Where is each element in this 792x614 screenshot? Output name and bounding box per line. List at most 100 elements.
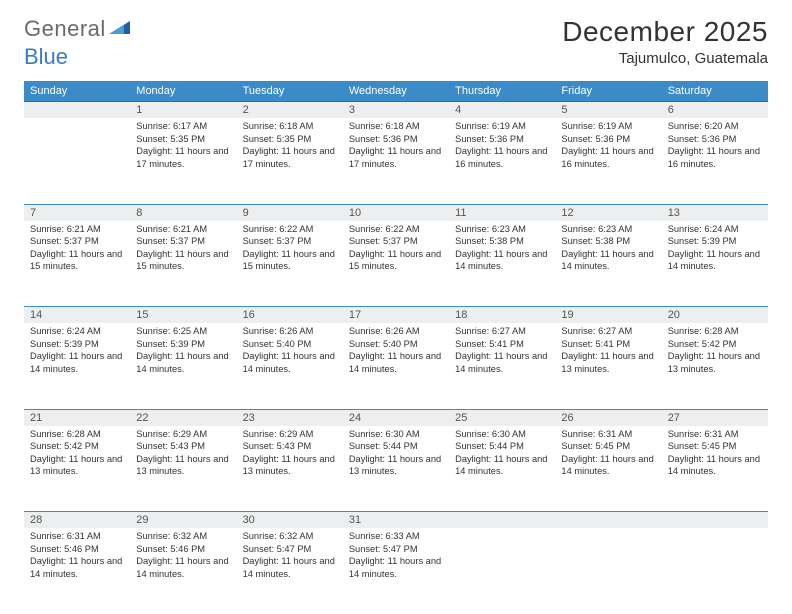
daylight-text: Daylight: 11 hours and 15 minutes. [30, 248, 124, 273]
sunset-text: Sunset: 5:36 PM [668, 133, 762, 146]
sunset-text: Sunset: 5:41 PM [561, 338, 655, 351]
calendar-body-row: Sunrise: 6:17 AMSunset: 5:35 PMDaylight:… [24, 118, 768, 204]
daylight-text: Daylight: 11 hours and 14 minutes. [668, 248, 762, 273]
sunset-text: Sunset: 5:37 PM [349, 235, 443, 248]
day-number [449, 512, 555, 529]
daylight-text: Daylight: 11 hours and 14 minutes. [243, 555, 337, 580]
sunrise-text: Sunrise: 6:23 AM [561, 223, 655, 236]
sunrise-text: Sunrise: 6:22 AM [243, 223, 337, 236]
day-number: 21 [24, 409, 130, 426]
sunrise-text: Sunrise: 6:17 AM [136, 120, 230, 133]
sunrise-text: Sunrise: 6:21 AM [136, 223, 230, 236]
sunrise-text: Sunrise: 6:27 AM [455, 325, 549, 338]
calendar-cell: Sunrise: 6:28 AMSunset: 5:42 PMDaylight:… [24, 426, 130, 512]
calendar-daynum-row: 21222324252627 [24, 409, 768, 426]
calendar-body-row: Sunrise: 6:28 AMSunset: 5:42 PMDaylight:… [24, 426, 768, 512]
logo-triangle-icon [109, 15, 131, 41]
day-number: 25 [449, 409, 555, 426]
calendar-body-row: Sunrise: 6:21 AMSunset: 5:37 PMDaylight:… [24, 221, 768, 307]
day-number: 16 [237, 307, 343, 324]
day-number: 19 [555, 307, 661, 324]
cell-content [449, 528, 555, 534]
cell-content: Sunrise: 6:31 AMSunset: 5:46 PMDaylight:… [24, 528, 130, 584]
cell-content: Sunrise: 6:20 AMSunset: 5:36 PMDaylight:… [662, 118, 768, 174]
cell-content [24, 118, 130, 124]
day-number: 7 [24, 204, 130, 221]
daylight-text: Daylight: 11 hours and 16 minutes. [561, 145, 655, 170]
sunrise-text: Sunrise: 6:32 AM [243, 530, 337, 543]
calendar-cell: Sunrise: 6:18 AMSunset: 5:36 PMDaylight:… [343, 118, 449, 204]
calendar-table: Sunday Monday Tuesday Wednesday Thursday… [24, 81, 768, 614]
calendar-body-row: Sunrise: 6:31 AMSunset: 5:46 PMDaylight:… [24, 528, 768, 614]
daylight-text: Daylight: 11 hours and 14 minutes. [30, 350, 124, 375]
calendar-cell: Sunrise: 6:31 AMSunset: 5:45 PMDaylight:… [662, 426, 768, 512]
daylight-text: Daylight: 11 hours and 15 minutes. [349, 248, 443, 273]
sunrise-text: Sunrise: 6:23 AM [455, 223, 549, 236]
daylight-text: Daylight: 11 hours and 17 minutes. [243, 145, 337, 170]
day-number: 18 [449, 307, 555, 324]
calendar-cell: Sunrise: 6:30 AMSunset: 5:44 PMDaylight:… [343, 426, 449, 512]
cell-content: Sunrise: 6:29 AMSunset: 5:43 PMDaylight:… [130, 426, 236, 482]
sunrise-text: Sunrise: 6:31 AM [668, 428, 762, 441]
sunset-text: Sunset: 5:37 PM [30, 235, 124, 248]
calendar-cell: Sunrise: 6:19 AMSunset: 5:36 PMDaylight:… [449, 118, 555, 204]
cell-content: Sunrise: 6:27 AMSunset: 5:41 PMDaylight:… [555, 323, 661, 379]
day-number: 30 [237, 512, 343, 529]
day-number: 14 [24, 307, 130, 324]
cell-content: Sunrise: 6:22 AMSunset: 5:37 PMDaylight:… [343, 221, 449, 277]
cell-content: Sunrise: 6:31 AMSunset: 5:45 PMDaylight:… [662, 426, 768, 482]
cell-content: Sunrise: 6:19 AMSunset: 5:36 PMDaylight:… [555, 118, 661, 174]
calendar-body: 123456Sunrise: 6:17 AMSunset: 5:35 PMDay… [24, 102, 768, 614]
calendar-cell: Sunrise: 6:21 AMSunset: 5:37 PMDaylight:… [130, 221, 236, 307]
sunset-text: Sunset: 5:41 PM [455, 338, 549, 351]
sunrise-text: Sunrise: 6:21 AM [30, 223, 124, 236]
calendar-cell: Sunrise: 6:24 AMSunset: 5:39 PMDaylight:… [24, 323, 130, 409]
sunrise-text: Sunrise: 6:29 AM [136, 428, 230, 441]
cell-content: Sunrise: 6:23 AMSunset: 5:38 PMDaylight:… [449, 221, 555, 277]
month-title: December 2025 [562, 16, 768, 48]
cell-content: Sunrise: 6:25 AMSunset: 5:39 PMDaylight:… [130, 323, 236, 379]
cell-content: Sunrise: 6:32 AMSunset: 5:46 PMDaylight:… [130, 528, 236, 584]
daylight-text: Daylight: 11 hours and 14 minutes. [136, 350, 230, 375]
day-header: Tuesday [237, 81, 343, 102]
sunset-text: Sunset: 5:37 PM [243, 235, 337, 248]
cell-content [555, 528, 661, 534]
day-number: 4 [449, 102, 555, 119]
daylight-text: Daylight: 11 hours and 15 minutes. [243, 248, 337, 273]
cell-content: Sunrise: 6:26 AMSunset: 5:40 PMDaylight:… [343, 323, 449, 379]
sunrise-text: Sunrise: 6:19 AM [455, 120, 549, 133]
cell-content: Sunrise: 6:30 AMSunset: 5:44 PMDaylight:… [343, 426, 449, 482]
daylight-text: Daylight: 11 hours and 14 minutes. [561, 453, 655, 478]
sunset-text: Sunset: 5:35 PM [243, 133, 337, 146]
calendar-cell: Sunrise: 6:19 AMSunset: 5:36 PMDaylight:… [555, 118, 661, 204]
daylight-text: Daylight: 11 hours and 14 minutes. [455, 350, 549, 375]
calendar-daynum-row: 28293031 [24, 512, 768, 529]
calendar-cell: Sunrise: 6:23 AMSunset: 5:38 PMDaylight:… [555, 221, 661, 307]
cell-content: Sunrise: 6:24 AMSunset: 5:39 PMDaylight:… [24, 323, 130, 379]
sunset-text: Sunset: 5:43 PM [243, 440, 337, 453]
cell-content: Sunrise: 6:32 AMSunset: 5:47 PMDaylight:… [237, 528, 343, 584]
day-number [24, 102, 130, 119]
sunrise-text: Sunrise: 6:27 AM [561, 325, 655, 338]
cell-content: Sunrise: 6:28 AMSunset: 5:42 PMDaylight:… [662, 323, 768, 379]
calendar-cell: Sunrise: 6:18 AMSunset: 5:35 PMDaylight:… [237, 118, 343, 204]
day-number: 6 [662, 102, 768, 119]
daylight-text: Daylight: 11 hours and 17 minutes. [136, 145, 230, 170]
day-number: 28 [24, 512, 130, 529]
calendar-cell [662, 528, 768, 614]
daylight-text: Daylight: 11 hours and 15 minutes. [136, 248, 230, 273]
sunset-text: Sunset: 5:37 PM [136, 235, 230, 248]
calendar-header-row: Sunday Monday Tuesday Wednesday Thursday… [24, 81, 768, 102]
cell-content: Sunrise: 6:21 AMSunset: 5:37 PMDaylight:… [24, 221, 130, 277]
day-number: 10 [343, 204, 449, 221]
logo-text-blue: Blue [24, 44, 68, 69]
cell-content: Sunrise: 6:33 AMSunset: 5:47 PMDaylight:… [343, 528, 449, 584]
day-number: 9 [237, 204, 343, 221]
sunrise-text: Sunrise: 6:18 AM [349, 120, 443, 133]
cell-content: Sunrise: 6:18 AMSunset: 5:35 PMDaylight:… [237, 118, 343, 174]
logo-sub: Blue [24, 44, 68, 70]
sunset-text: Sunset: 5:39 PM [668, 235, 762, 248]
daylight-text: Daylight: 11 hours and 16 minutes. [668, 145, 762, 170]
day-number: 15 [130, 307, 236, 324]
sunrise-text: Sunrise: 6:29 AM [243, 428, 337, 441]
